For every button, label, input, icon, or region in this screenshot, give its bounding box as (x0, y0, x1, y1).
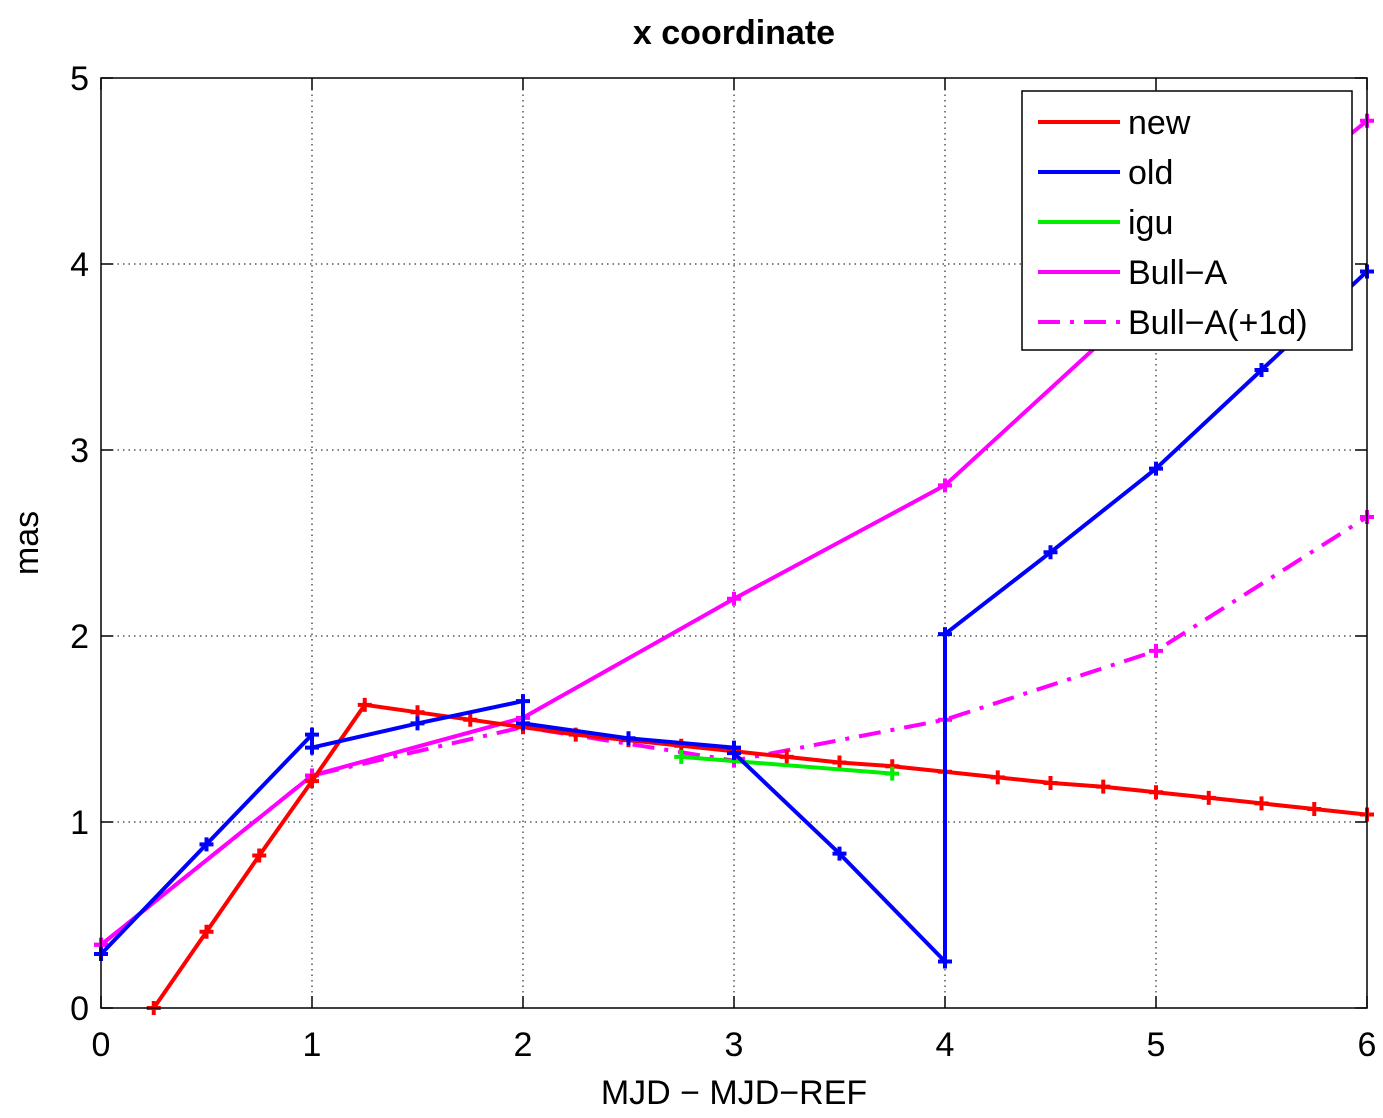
x-tick-label: 2 (514, 1026, 533, 1064)
data-point (410, 716, 425, 731)
data-point (1149, 461, 1163, 476)
data-point (1254, 363, 1269, 378)
data-point (885, 766, 900, 781)
data-point (990, 770, 1005, 785)
data-point (1149, 785, 1163, 800)
data-point (199, 924, 214, 939)
legend-label: Bull−A (1128, 254, 1228, 292)
x-tick-label: 0 (92, 1026, 111, 1064)
data-point (727, 591, 741, 606)
series-1 (94, 264, 1374, 969)
data-point (1254, 796, 1269, 811)
data-point (1307, 801, 1322, 816)
chart-title: x coordinate (633, 14, 835, 52)
data-point (779, 749, 794, 764)
data-point (1201, 790, 1216, 805)
legend-label: Bull−A(+1d) (1128, 304, 1308, 342)
data-point (938, 627, 952, 642)
data-point (252, 848, 267, 863)
y-tick-label: 5 (70, 60, 89, 98)
data-point (357, 697, 372, 712)
data-point (621, 731, 636, 746)
legend-label: igu (1128, 204, 1173, 242)
series-4 (94, 509, 1374, 952)
data-point (1149, 643, 1163, 658)
data-point (305, 727, 319, 742)
data-point (516, 694, 530, 709)
data-point (674, 749, 689, 764)
data-point (832, 846, 847, 861)
data-point (463, 712, 478, 727)
ticks: 0 1 2 3 4 5 6 0 1 2 3 4 5 (70, 60, 1376, 1064)
data-point (305, 740, 319, 755)
y-tick-label: 2 (70, 618, 89, 656)
data-point (938, 478, 952, 493)
data-point (1096, 779, 1111, 794)
series-0 (146, 697, 1374, 1015)
series-line (681, 754, 893, 776)
x-tick-label: 4 (936, 1026, 955, 1064)
data-point (938, 954, 952, 969)
y-tick-label: 4 (70, 246, 89, 284)
y-tick-label: 0 (70, 990, 89, 1028)
data-point (1043, 545, 1058, 560)
x-tick-label: 5 (1147, 1026, 1166, 1064)
data-point (305, 774, 319, 789)
y-tick-label: 3 (70, 432, 89, 470)
x-tick-label: 6 (1358, 1026, 1377, 1064)
data-point (516, 716, 530, 731)
series-line (99, 269, 1369, 964)
data-point (199, 837, 214, 852)
y-axis-title: mas (8, 511, 46, 575)
data-point (1043, 775, 1058, 790)
data-point (832, 755, 847, 770)
series-2 (674, 749, 900, 781)
legend-label: new (1128, 104, 1191, 142)
x-tick-label: 3 (725, 1026, 744, 1064)
legend-label: old (1128, 154, 1173, 192)
y-tick-label: 1 (70, 804, 89, 842)
series-line (152, 702, 1368, 1010)
series-line (99, 515, 1369, 947)
x-axis-title: MJD − MJD−REF (601, 1074, 867, 1112)
x-tick-label: 1 (303, 1026, 322, 1064)
data-point (727, 746, 741, 761)
legend: new old igu Bull−A Bull−A(+1d) (1021, 90, 1353, 351)
